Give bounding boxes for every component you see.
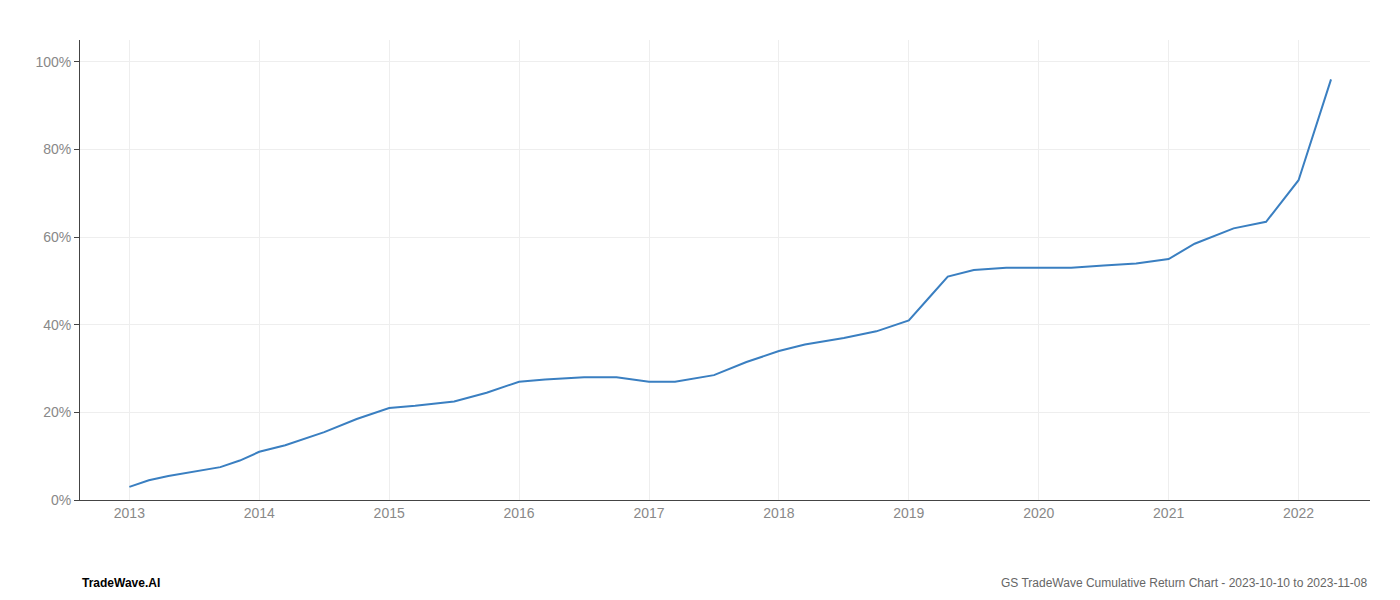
svg-text:TradeWave.AI: TradeWave.AI [82, 576, 160, 590]
svg-text:80%: 80% [43, 141, 71, 157]
svg-text:GS TradeWave Cumulative Return: GS TradeWave Cumulative Return Chart - 2… [1001, 576, 1368, 590]
svg-text:60%: 60% [43, 229, 71, 245]
svg-text:100%: 100% [35, 54, 71, 70]
svg-text:0%: 0% [51, 492, 71, 508]
svg-text:20%: 20% [43, 404, 71, 420]
svg-text:40%: 40% [43, 317, 71, 333]
svg-text:2018: 2018 [763, 505, 794, 521]
svg-text:2021: 2021 [1153, 505, 1184, 521]
svg-text:2014: 2014 [244, 505, 275, 521]
svg-text:2013: 2013 [114, 505, 145, 521]
svg-text:2022: 2022 [1283, 505, 1314, 521]
svg-text:2019: 2019 [893, 505, 924, 521]
svg-text:2015: 2015 [374, 505, 405, 521]
svg-text:2017: 2017 [633, 505, 664, 521]
svg-text:2020: 2020 [1023, 505, 1054, 521]
svg-text:2016: 2016 [504, 505, 535, 521]
